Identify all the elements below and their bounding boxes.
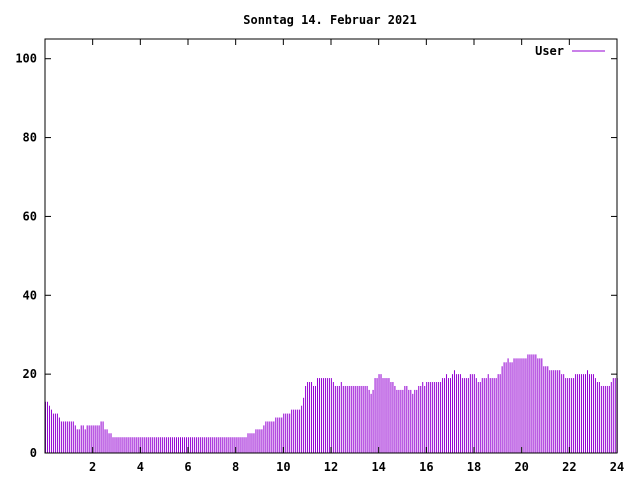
bars-group — [45, 354, 618, 453]
x-tick-label: 20 — [514, 460, 528, 474]
x-axis-ticks: 2 4 6 8 10 12 14 16 18 20 22 24 — [89, 39, 624, 474]
legend-label-user: User — [535, 44, 564, 58]
y-tick-label: 20 — [23, 367, 37, 381]
y-tick-label: 0 — [30, 446, 37, 460]
chart-title: Sonntag 14. Februar 2021 — [243, 13, 416, 27]
x-tick-label: 4 — [137, 460, 144, 474]
x-tick-label: 6 — [184, 460, 191, 474]
legend: User — [535, 44, 605, 58]
y-tick-label: 60 — [23, 209, 37, 223]
x-tick-label: 24 — [610, 460, 624, 474]
y-tick-label: 80 — [23, 131, 37, 145]
x-tick-label: 8 — [232, 460, 239, 474]
x-tick-label: 16 — [419, 460, 433, 474]
y-tick-label: 100 — [15, 52, 37, 66]
y-tick-label: 40 — [23, 288, 37, 302]
y-axis-ticks: 0 20 40 60 80 100 — [15, 52, 617, 460]
x-tick-label: 2 — [89, 460, 96, 474]
x-tick-label: 14 — [371, 460, 385, 474]
x-tick-label: 12 — [324, 460, 338, 474]
x-tick-label: 22 — [562, 460, 576, 474]
x-tick-label: 10 — [276, 460, 290, 474]
x-tick-label: 18 — [467, 460, 481, 474]
plot-frame — [44, 38, 618, 454]
